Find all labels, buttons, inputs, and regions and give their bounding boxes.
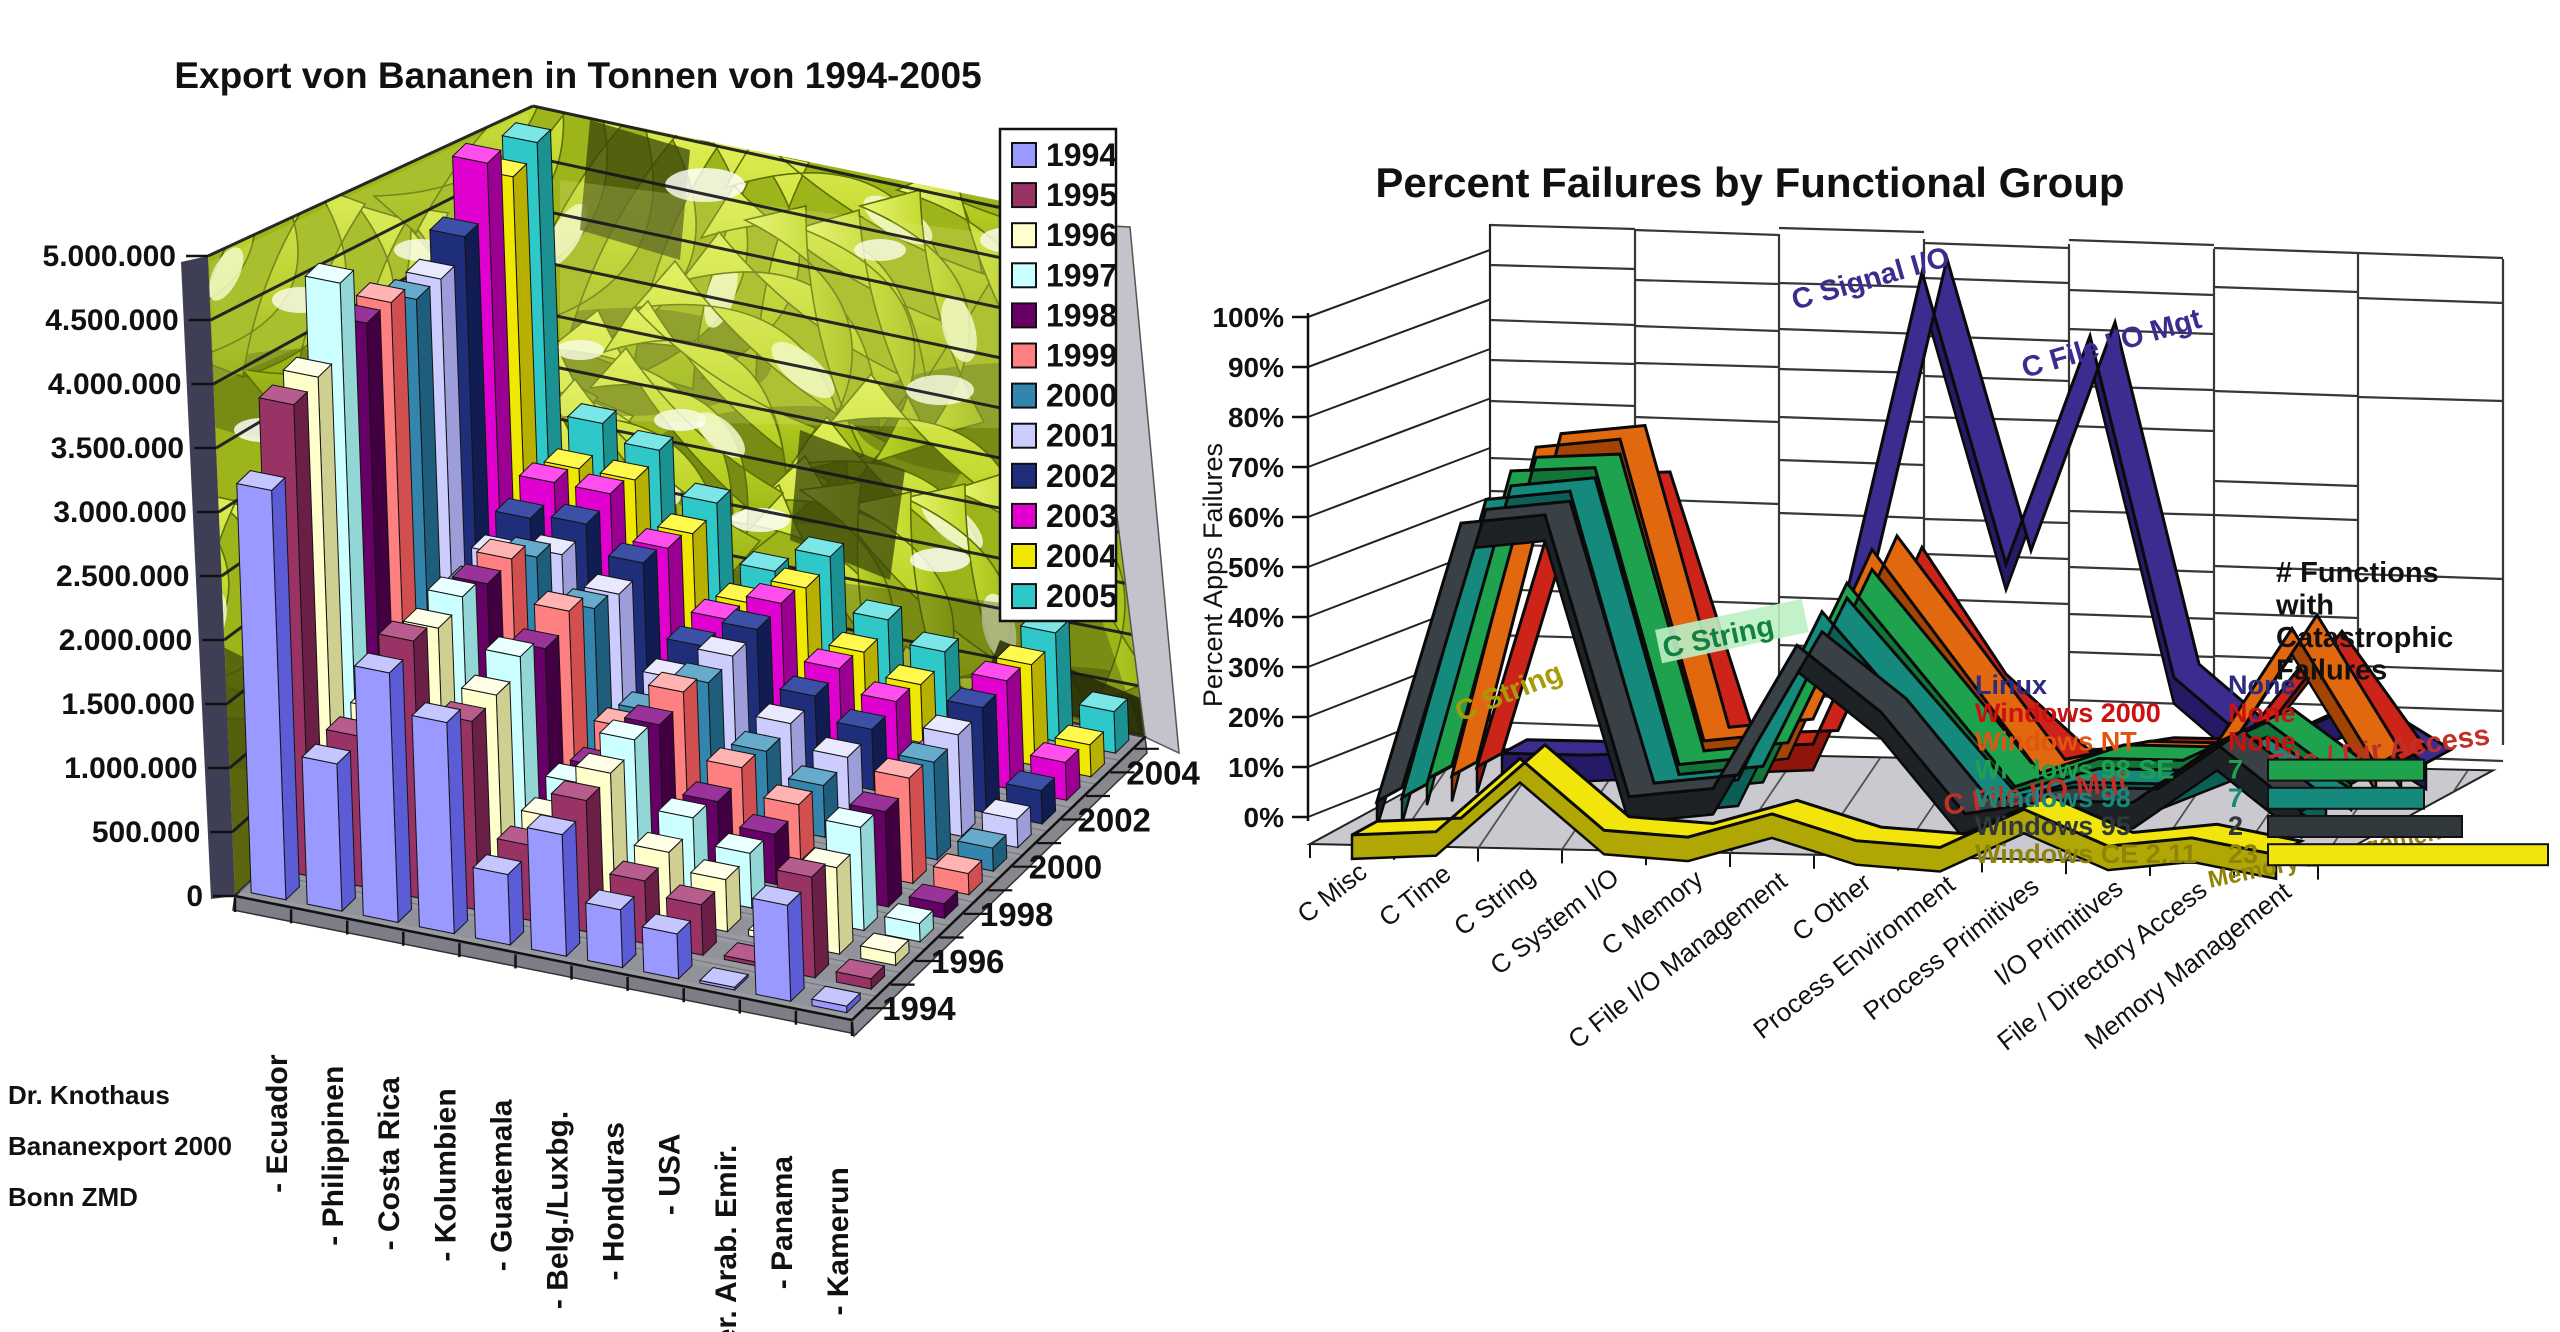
- svg-text:None: None: [2228, 698, 2296, 728]
- svg-text:1994: 1994: [1046, 137, 1117, 173]
- svg-text:2.000.000: 2.000.000: [59, 624, 192, 657]
- svg-text:2002: 2002: [1078, 802, 1151, 839]
- svg-text:2000: 2000: [1046, 378, 1117, 414]
- svg-text:1998: 1998: [980, 896, 1053, 933]
- svg-text:- Guatemala: - Guatemala: [485, 1099, 518, 1271]
- svg-text:Windows CE 2.11: Windows CE 2.11: [1975, 839, 2197, 869]
- svg-text:2001: 2001: [1046, 418, 1117, 454]
- svg-text:2: 2: [2228, 811, 2243, 841]
- svg-text:Windows 95: Windows 95: [1975, 811, 2131, 841]
- svg-text:7: 7: [2228, 783, 2243, 813]
- svg-text:2004: 2004: [1046, 538, 1117, 574]
- svg-text:Percent Failures by Functional: Percent Failures by Functional Group: [1375, 159, 2124, 206]
- svg-text:None: None: [2228, 726, 2296, 756]
- svg-text:# Functions: # Functions: [2276, 557, 2439, 589]
- svg-text:Catastrophic: Catastrophic: [2276, 622, 2453, 654]
- svg-text:1994: 1994: [882, 990, 956, 1027]
- svg-text:0%: 0%: [1244, 802, 1285, 833]
- svg-text:1996: 1996: [1046, 217, 1117, 253]
- svg-text:0: 0: [186, 880, 203, 913]
- svg-text:20%: 20%: [1228, 702, 1284, 733]
- svg-text:Percent Apps Failures: Percent Apps Failures: [1198, 443, 1228, 707]
- svg-text:1995: 1995: [1046, 177, 1117, 213]
- svg-text:80%: 80%: [1228, 402, 1284, 433]
- svg-text:2.500.000: 2.500.000: [56, 560, 189, 593]
- svg-text:Windows 98: Windows 98: [1975, 783, 2131, 813]
- svg-text:10%: 10%: [1228, 752, 1284, 783]
- svg-text:23: 23: [2228, 839, 2258, 869]
- svg-text:- Philippinen: - Philippinen: [317, 1066, 350, 1246]
- svg-text:- Costa Rica: - Costa Rica: [373, 1077, 406, 1251]
- svg-text:with: with: [2275, 590, 2334, 622]
- svg-text:1.500.000: 1.500.000: [61, 688, 194, 721]
- svg-text:40%: 40%: [1228, 602, 1284, 633]
- svg-text:7: 7: [2228, 755, 2243, 785]
- svg-text:Windows 2000: Windows 2000: [1975, 698, 2161, 728]
- svg-text:90%: 90%: [1228, 352, 1284, 383]
- svg-text:30%: 30%: [1228, 652, 1284, 683]
- svg-text:5.000.000: 5.000.000: [43, 240, 176, 273]
- svg-text:1998: 1998: [1046, 297, 1117, 333]
- svg-text:1999: 1999: [1046, 338, 1117, 374]
- svg-text:None: None: [2228, 670, 2296, 700]
- svg-text:Dr. Knothaus: Dr. Knothaus: [8, 1080, 170, 1110]
- svg-text:4.000.000: 4.000.000: [48, 368, 181, 401]
- svg-text:50%: 50%: [1228, 552, 1284, 583]
- svg-text:2003: 2003: [1046, 498, 1117, 534]
- svg-text:- USA: - USA: [654, 1133, 687, 1215]
- svg-text:- Kolumbien: - Kolumbien: [429, 1088, 462, 1261]
- svg-text:2002: 2002: [1046, 458, 1117, 494]
- svg-text:4.500.000: 4.500.000: [45, 304, 178, 337]
- svg-text:- Honduras: - Honduras: [598, 1122, 631, 1280]
- svg-text:C Time: C Time: [1373, 858, 1456, 932]
- svg-text:100%: 100%: [1212, 302, 1284, 333]
- svg-text:Bonn ZMD: Bonn ZMD: [8, 1182, 138, 1212]
- svg-text:- Kamerun: - Kamerun: [822, 1167, 855, 1315]
- svg-text:- Belg./Luxbg.: - Belg./Luxbg.: [542, 1111, 575, 1309]
- svg-text:2004: 2004: [1126, 754, 1200, 791]
- svg-text:Linux: Linux: [1975, 670, 2047, 700]
- svg-text:3.000.000: 3.000.000: [53, 496, 186, 529]
- svg-text:1997: 1997: [1046, 257, 1117, 293]
- svg-text:Failures: Failures: [2276, 655, 2387, 687]
- svg-text:3.500.000: 3.500.000: [51, 432, 184, 465]
- svg-text:1.000.000: 1.000.000: [64, 752, 197, 785]
- svg-text:Bananexport 2000: Bananexport 2000: [8, 1131, 232, 1161]
- svg-text:Windows 98 SE: Windows 98 SE: [1975, 755, 2174, 785]
- svg-text:- Ecuador: - Ecuador: [261, 1054, 294, 1193]
- svg-text:2005: 2005: [1046, 578, 1117, 614]
- svg-text:70%: 70%: [1228, 452, 1284, 483]
- svg-text:1996: 1996: [931, 943, 1004, 980]
- svg-text:- Ver. Arab. Emir.: - Ver. Arab. Emir.: [710, 1145, 743, 1332]
- svg-text:- Panama: - Panama: [766, 1156, 799, 1290]
- svg-text:Export von Bananen in Tonnen v: Export von Bananen in Tonnen von 1994-20…: [174, 55, 981, 96]
- svg-text:C Misc: C Misc: [1291, 856, 1372, 929]
- svg-text:500.000: 500.000: [92, 816, 200, 849]
- svg-text:Windows NT: Windows NT: [1975, 726, 2137, 756]
- svg-text:60%: 60%: [1228, 502, 1284, 533]
- svg-text:2000: 2000: [1029, 849, 1102, 886]
